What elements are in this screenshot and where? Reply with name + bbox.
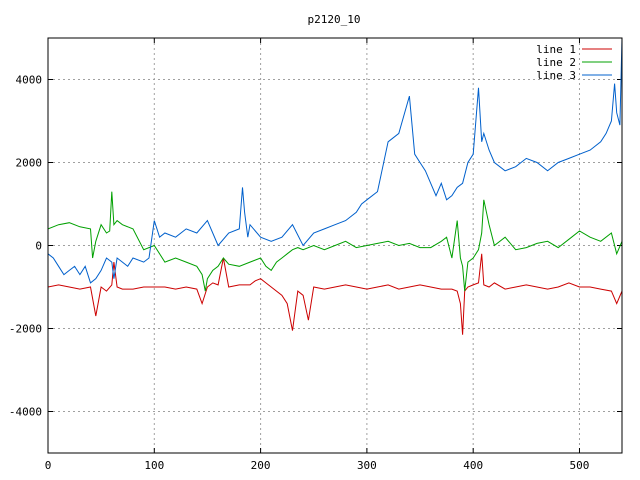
grid-lines [48, 38, 622, 453]
series-line-1 [48, 253, 622, 335]
x-tick-label: 400 [463, 459, 483, 472]
x-tick-label: 0 [45, 459, 52, 472]
x-tick-label: 200 [251, 459, 271, 472]
legend-label: line 3 [536, 69, 576, 82]
x-tick-label: 100 [144, 459, 164, 472]
y-tick-label: -2000 [9, 323, 42, 336]
y-tick-label: 0 [35, 240, 42, 253]
x-tick-label: 300 [357, 459, 377, 472]
plot-frame [47, 37, 623, 454]
series-line-3 [48, 38, 622, 284]
y-tick-label: 2000 [16, 157, 43, 170]
legend-label: line 1 [536, 43, 576, 56]
x-tick-label: 500 [570, 459, 590, 472]
series-line-2 [48, 191, 622, 292]
axis-ticks: 0 100 200 300 400 500 -4000 -2000 0 2000 4000 [9, 38, 622, 472]
y-tick-label: 4000 [16, 74, 43, 87]
data-series [48, 38, 622, 335]
legend-label: line 2 [536, 56, 576, 69]
y-tick-label: -4000 [9, 406, 42, 419]
chart-title: p2120_10 [308, 13, 361, 26]
